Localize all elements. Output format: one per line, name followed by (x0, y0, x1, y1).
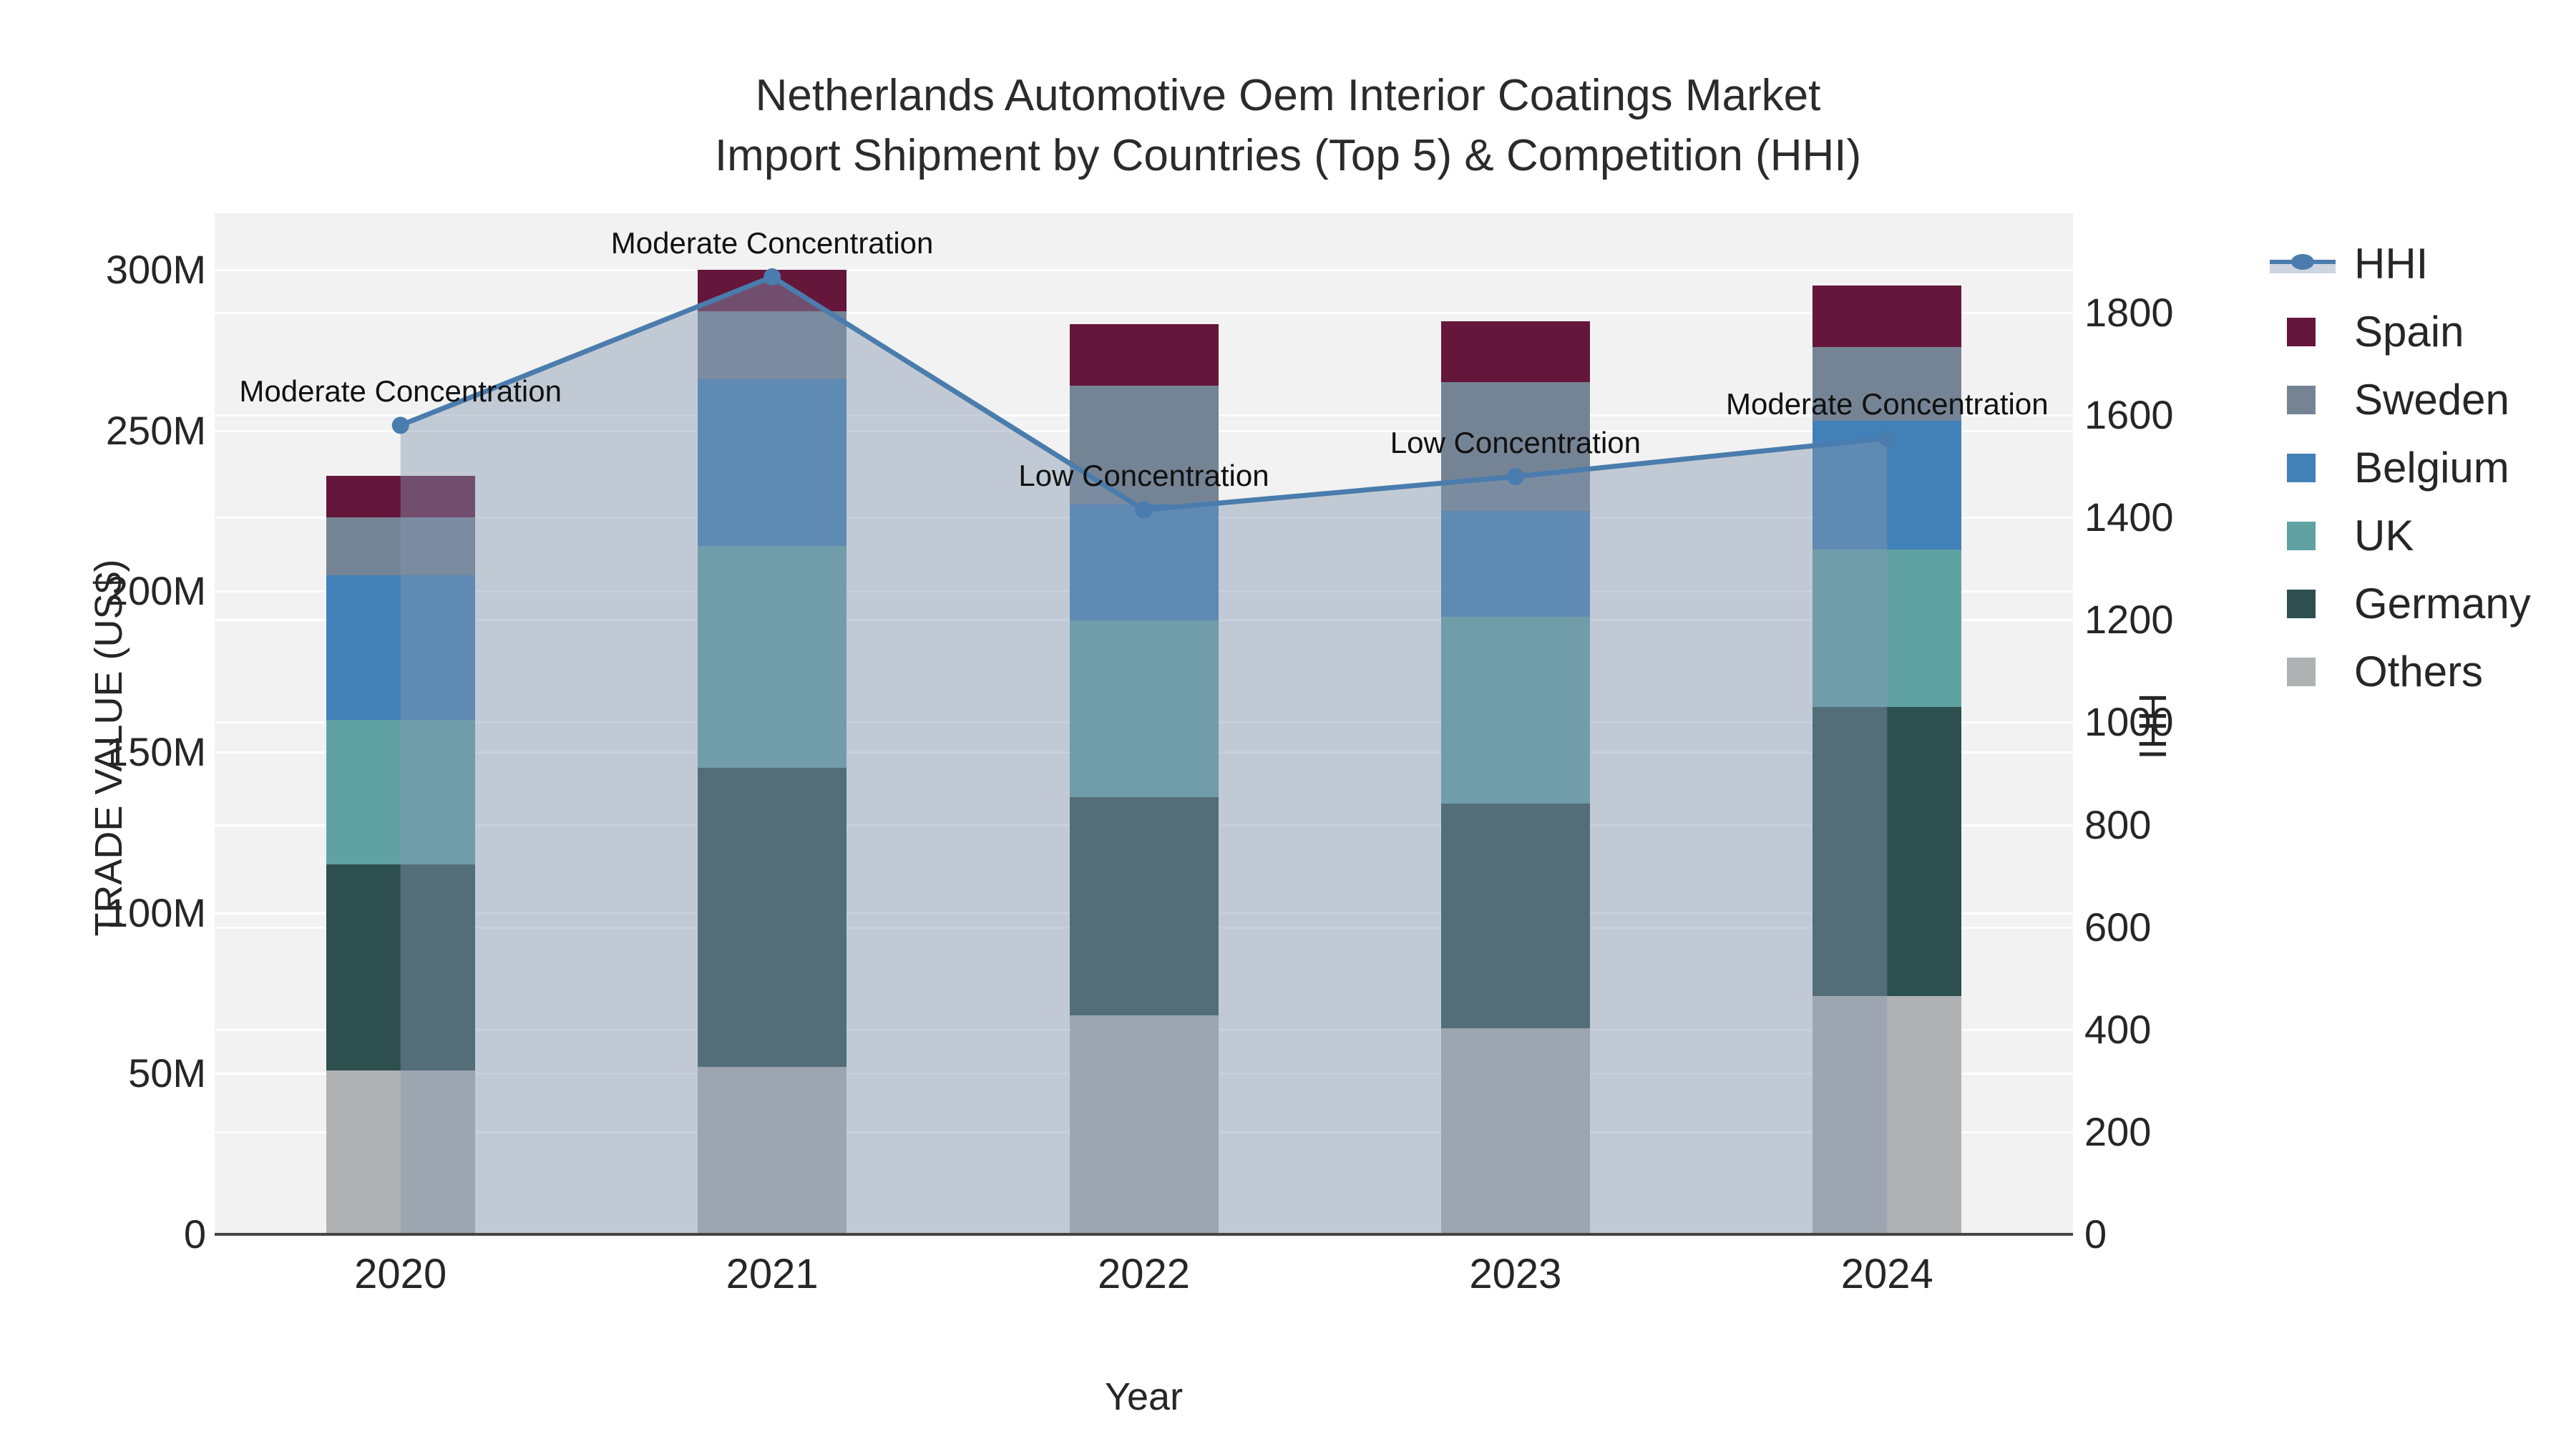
bar-segment-sweden-2022[interactable] (1069, 385, 1219, 504)
bar-segment-others-2021[interactable] (698, 1067, 847, 1234)
gridline-y2 (215, 312, 2073, 314)
x-tick-label-2020: 2020 (354, 1251, 447, 1297)
bar-segment-others-2020[interactable] (326, 1070, 475, 1234)
legend-item-germany[interactable]: Germany (2267, 570, 2575, 638)
y-axis-right-title: HHI (2131, 693, 2174, 760)
hhi-marker-2020[interactable] (391, 416, 409, 434)
bar-segment-others-2024[interactable] (1813, 996, 1962, 1234)
y2-tick-label: 200 (2084, 1108, 2152, 1154)
y2-tick-label: 1200 (2084, 597, 2174, 643)
annotation-2024: Moderate Concentration (1725, 387, 2049, 421)
legend-swatch-others (2287, 658, 2316, 686)
y2-tick-label: 1800 (2084, 290, 2174, 335)
chart-title-line-2: Import Shipment by Countries (Top 5) & C… (714, 131, 1862, 180)
x-axis-title: Year (1104, 1375, 1184, 1418)
hhi-marker-2024[interactable] (1878, 429, 1896, 447)
legend-swatch-belgium (2287, 454, 2316, 482)
bar-segment-belgium-2023[interactable] (1440, 511, 1590, 618)
y2-tick-label: 600 (2084, 904, 2152, 950)
x-tick-label-2021: 2021 (726, 1251, 819, 1297)
legend-swatch-spain (2287, 318, 2316, 346)
bar-segment-uk-2024[interactable] (1813, 549, 1962, 708)
annotation-2023: Low Concentration (1390, 425, 1641, 459)
y1-tick-label: 150M (105, 729, 206, 774)
x-axis-line (215, 1233, 2073, 1236)
y1-tick-label: 200M (105, 568, 206, 614)
annotation-2020: Moderate Concentration (239, 374, 562, 409)
legend-label-others: Others (2354, 648, 2484, 696)
bar-segment-sweden-2020[interactable] (326, 517, 475, 575)
bar-segment-uk-2022[interactable] (1069, 620, 1219, 797)
legend-item-others[interactable]: Others (2267, 638, 2575, 706)
x-tick-label-2022: 2022 (1097, 1251, 1191, 1297)
y1-tick-label: 300M (105, 247, 206, 292)
annotation-2022: Low Concentration (1018, 459, 1269, 493)
bar-segment-germany-2023[interactable] (1440, 803, 1590, 1029)
legend-swatch-sweden (2287, 386, 2316, 414)
bar-segment-germany-2022[interactable] (1069, 796, 1219, 1016)
y1-tick-label: 100M (105, 889, 206, 935)
y2-tick-label: 1400 (2084, 494, 2174, 540)
hhi-marker-2022[interactable] (1135, 501, 1153, 519)
bar-segment-germany-2020[interactable] (326, 864, 475, 1070)
legend-item-hhi[interactable]: HHI (2267, 230, 2575, 298)
bar-segment-sweden-2021[interactable] (698, 311, 847, 379)
bar-segment-uk-2021[interactable] (698, 546, 847, 769)
legend-label-sweden: Sweden (2354, 376, 2509, 424)
y1-tick-label: 250M (105, 407, 206, 453)
legend-label-hhi: HHI (2354, 240, 2429, 288)
bar-segment-uk-2020[interactable] (326, 720, 475, 865)
hhi-overlay (391, 268, 1896, 1234)
chart-title-line-1: Netherlands Automotive Oem Interior Coat… (755, 71, 1821, 120)
legend-item-spain[interactable]: Spain (2267, 298, 2575, 366)
legend-swatch-uk (2287, 522, 2316, 550)
y2-tick-label: 1000 (2084, 699, 2174, 745)
x-tick-label-2024: 2024 (1840, 1251, 1933, 1297)
bar-segment-belgium-2020[interactable] (326, 575, 475, 721)
y1-tick-label: 0 (183, 1211, 206, 1257)
hhi-marker-2023[interactable] (1506, 467, 1524, 485)
y-axis-left-title: TRADE VALUE (US$) (87, 559, 130, 937)
legend-item-belgium[interactable]: Belgium (2267, 434, 2575, 502)
gridline-y1 (215, 269, 2073, 271)
bar-segment-spain-2024[interactable] (1813, 286, 1962, 347)
bar-segment-sweden-2024[interactable] (1813, 346, 1962, 421)
bar-segment-sweden-2023[interactable] (1440, 382, 1590, 511)
bar-segment-others-2023[interactable] (1440, 1028, 1590, 1234)
bar-segment-belgium-2022[interactable] (1069, 504, 1219, 620)
hhi-marker-2021[interactable] (763, 268, 781, 286)
legend-label-belgium: Belgium (2354, 444, 2509, 492)
bar-segment-germany-2021[interactable] (698, 768, 847, 1068)
legend-item-uk[interactable]: UK (2267, 502, 2575, 570)
x-tick-label-2023: 2023 (1469, 1251, 1562, 1297)
bar-segment-uk-2023[interactable] (1440, 617, 1590, 804)
y2-tick-label: 0 (2084, 1211, 2107, 1257)
annotation-2021: Moderate Concentration (610, 225, 934, 260)
legend-label-germany: Germany (2354, 580, 2531, 628)
y2-tick-label: 400 (2084, 1006, 2152, 1052)
bar-segment-germany-2024[interactable] (1813, 707, 1962, 997)
hhi-legend-symbol (2270, 254, 2336, 273)
bar-segment-belgium-2021[interactable] (698, 379, 847, 547)
legend-item-sweden[interactable]: Sweden (2267, 366, 2575, 434)
y1-tick-label: 50M (128, 1050, 206, 1096)
legend-swatch-germany (2287, 590, 2316, 618)
hhi-area-fill (400, 276, 1888, 1234)
bar-segment-others-2022[interactable] (1069, 1015, 1219, 1234)
bar-segment-spain-2022[interactable] (1069, 324, 1219, 386)
bar-segment-spain-2023[interactable] (1440, 321, 1590, 383)
legend-label-uk: UK (2354, 512, 2414, 560)
y2-tick-label: 1600 (2084, 392, 2174, 438)
legend-label-spain: Spain (2354, 308, 2464, 356)
bar-segment-spain-2020[interactable] (326, 475, 475, 517)
y2-tick-label: 800 (2084, 801, 2152, 847)
